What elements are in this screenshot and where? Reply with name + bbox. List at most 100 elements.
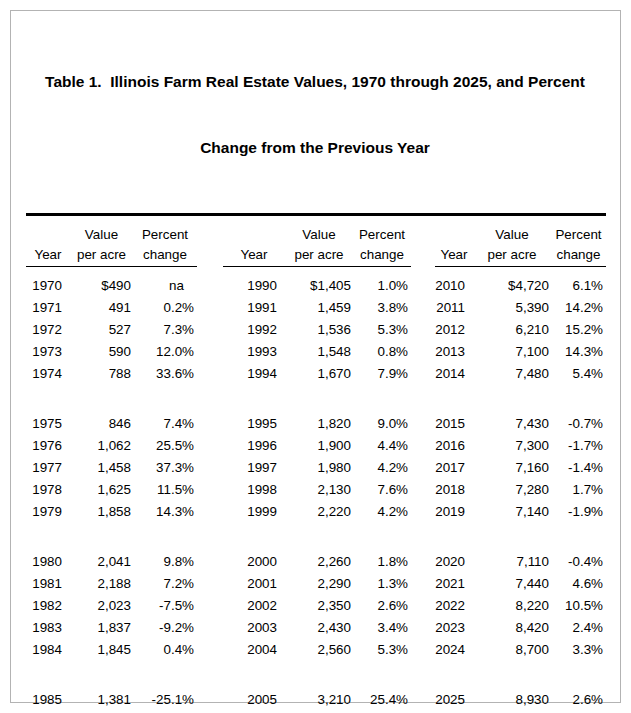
table-cell: 4.4%	[353, 435, 411, 457]
separator-row	[26, 385, 606, 413]
table-cell: 1993	[223, 341, 285, 363]
table-cell: 1,548	[285, 341, 353, 363]
table-cell: 2017	[435, 457, 473, 479]
table-cell: 1996	[223, 435, 285, 457]
table-cell: 590	[70, 341, 133, 363]
table-cell: 2,560	[285, 639, 353, 661]
table-cell: 1,845	[70, 639, 133, 661]
table-cell: 3.3%	[551, 639, 606, 661]
table-cell: 1994	[223, 363, 285, 385]
table-cell: 1990	[223, 267, 285, 298]
table-cell: $1,405	[285, 267, 353, 298]
table-cell: 7,480	[473, 363, 551, 385]
table-cell: 8,220	[473, 595, 551, 617]
table-cell: 1,062	[70, 435, 133, 457]
table-cell: -9.2%	[133, 617, 197, 639]
gap	[197, 341, 223, 363]
header-year-g2: Year	[223, 244, 285, 267]
table-cell: 2,023	[70, 595, 133, 617]
header-row-bottom: Year per acre change Year per acre chang…	[26, 244, 606, 267]
table-title: Table 1. Illinois Farm Real Estate Value…	[25, 27, 605, 203]
table-cell: 14.3%	[551, 341, 606, 363]
table-cell: -1.7%	[551, 435, 606, 457]
table-cell: 1,459	[285, 297, 353, 319]
table-cell: 2014	[435, 363, 473, 385]
table-cell: 7,300	[473, 435, 551, 457]
table-cell: 7.9%	[353, 363, 411, 385]
table-header: Value Percent Value Percent Value Percen…	[26, 216, 606, 267]
gap	[411, 617, 435, 639]
table-row: 19758467.4%19951,8209.0%20157,430-0.7%	[26, 413, 606, 435]
gap	[411, 267, 435, 298]
table-cell: 6.1%	[551, 267, 606, 298]
table-row: 19851,381-25.1%20053,21025.4%20258,9302.…	[26, 689, 606, 711]
table-rule-box: Value Percent Value Percent Value Percen…	[26, 213, 606, 713]
table-cell: 2011	[435, 297, 473, 319]
table-cell: 1.8%	[353, 551, 411, 573]
table-cell: 2,260	[285, 551, 353, 573]
table-row: 19822,023-7.5%20022,3502.6%20228,22010.5…	[26, 595, 606, 617]
table-cell: 2,290	[285, 573, 353, 595]
table-row: 1970$490na1990$1,4051.0%2010$4,7206.1%	[26, 267, 606, 298]
gap	[411, 435, 435, 457]
table-cell: 4.6%	[551, 573, 606, 595]
table-cell: 25.4%	[353, 689, 411, 711]
table-cell: 3.8%	[353, 297, 411, 319]
header-change-g2: change	[353, 244, 411, 267]
gap	[411, 551, 435, 573]
table-cell: 2012	[435, 319, 473, 341]
table-cell: 7,280	[473, 479, 551, 501]
table-cell: 2016	[435, 435, 473, 457]
table-cell: 0.2%	[133, 297, 197, 319]
table-cell: 7,440	[473, 573, 551, 595]
table-cell: 6,210	[473, 319, 551, 341]
table-cell: -25.1%	[133, 689, 197, 711]
gap	[411, 244, 435, 267]
figure-frame: Table 1. Illinois Farm Real Estate Value…	[10, 10, 621, 703]
table-row: 19841,8450.4%20042,5605.3%20248,7003.3%	[26, 639, 606, 661]
table-cell: 2,430	[285, 617, 353, 639]
gap	[197, 595, 223, 617]
gap	[197, 689, 223, 711]
table-cell: 1.7%	[551, 479, 606, 501]
table-cell: 2024	[435, 639, 473, 661]
header-blank	[26, 216, 70, 244]
table-cell: 1,536	[285, 319, 353, 341]
table-cell: 2004	[223, 639, 285, 661]
table-body: 1970$490na1990$1,4051.0%2010$4,7206.1%19…	[26, 267, 606, 713]
gap	[411, 595, 435, 617]
table-cell: 1,670	[285, 363, 353, 385]
gap	[197, 244, 223, 267]
table-row: 19812,1887.2%20012,2901.3%20217,4404.6%	[26, 573, 606, 595]
table-cell: 1978	[26, 479, 70, 501]
gap	[197, 363, 223, 385]
table-cell: 4.2%	[353, 501, 411, 523]
table-cell: 1992	[223, 319, 285, 341]
table-cell: 1971	[26, 297, 70, 319]
table-row: 19781,62511.5%19982,1307.6%20187,2801.7%	[26, 479, 606, 501]
table-cell: 1980	[26, 551, 70, 573]
table-title-line1: Table 1. Illinois Farm Real Estate Value…	[25, 71, 605, 93]
separator-row	[26, 523, 606, 551]
table-cell: 7,140	[473, 501, 551, 523]
table-cell: -0.4%	[551, 551, 606, 573]
table-cell: 2025	[435, 689, 473, 711]
table-cell: 2,220	[285, 501, 353, 523]
table-cell: 1,837	[70, 617, 133, 639]
table-cell: -1.4%	[551, 457, 606, 479]
table-cell: 2.6%	[353, 595, 411, 617]
gap	[411, 297, 435, 319]
gap	[411, 639, 435, 661]
header-row-top: Value Percent Value Percent Value Percen…	[26, 216, 606, 244]
table-cell: 0.4%	[133, 639, 197, 661]
table-cell: 9.0%	[353, 413, 411, 435]
table-cell: 2,130	[285, 479, 353, 501]
table-cell: 1.0%	[353, 267, 411, 298]
header-value-g2: Value	[285, 216, 353, 244]
table-row: 19791,85814.3%19992,2204.2%20197,140-1.9…	[26, 501, 606, 523]
table-cell: $490	[70, 267, 133, 298]
table-cell: 5.3%	[353, 319, 411, 341]
table-cell: 1983	[26, 617, 70, 639]
gap	[197, 216, 223, 244]
gap	[197, 319, 223, 341]
